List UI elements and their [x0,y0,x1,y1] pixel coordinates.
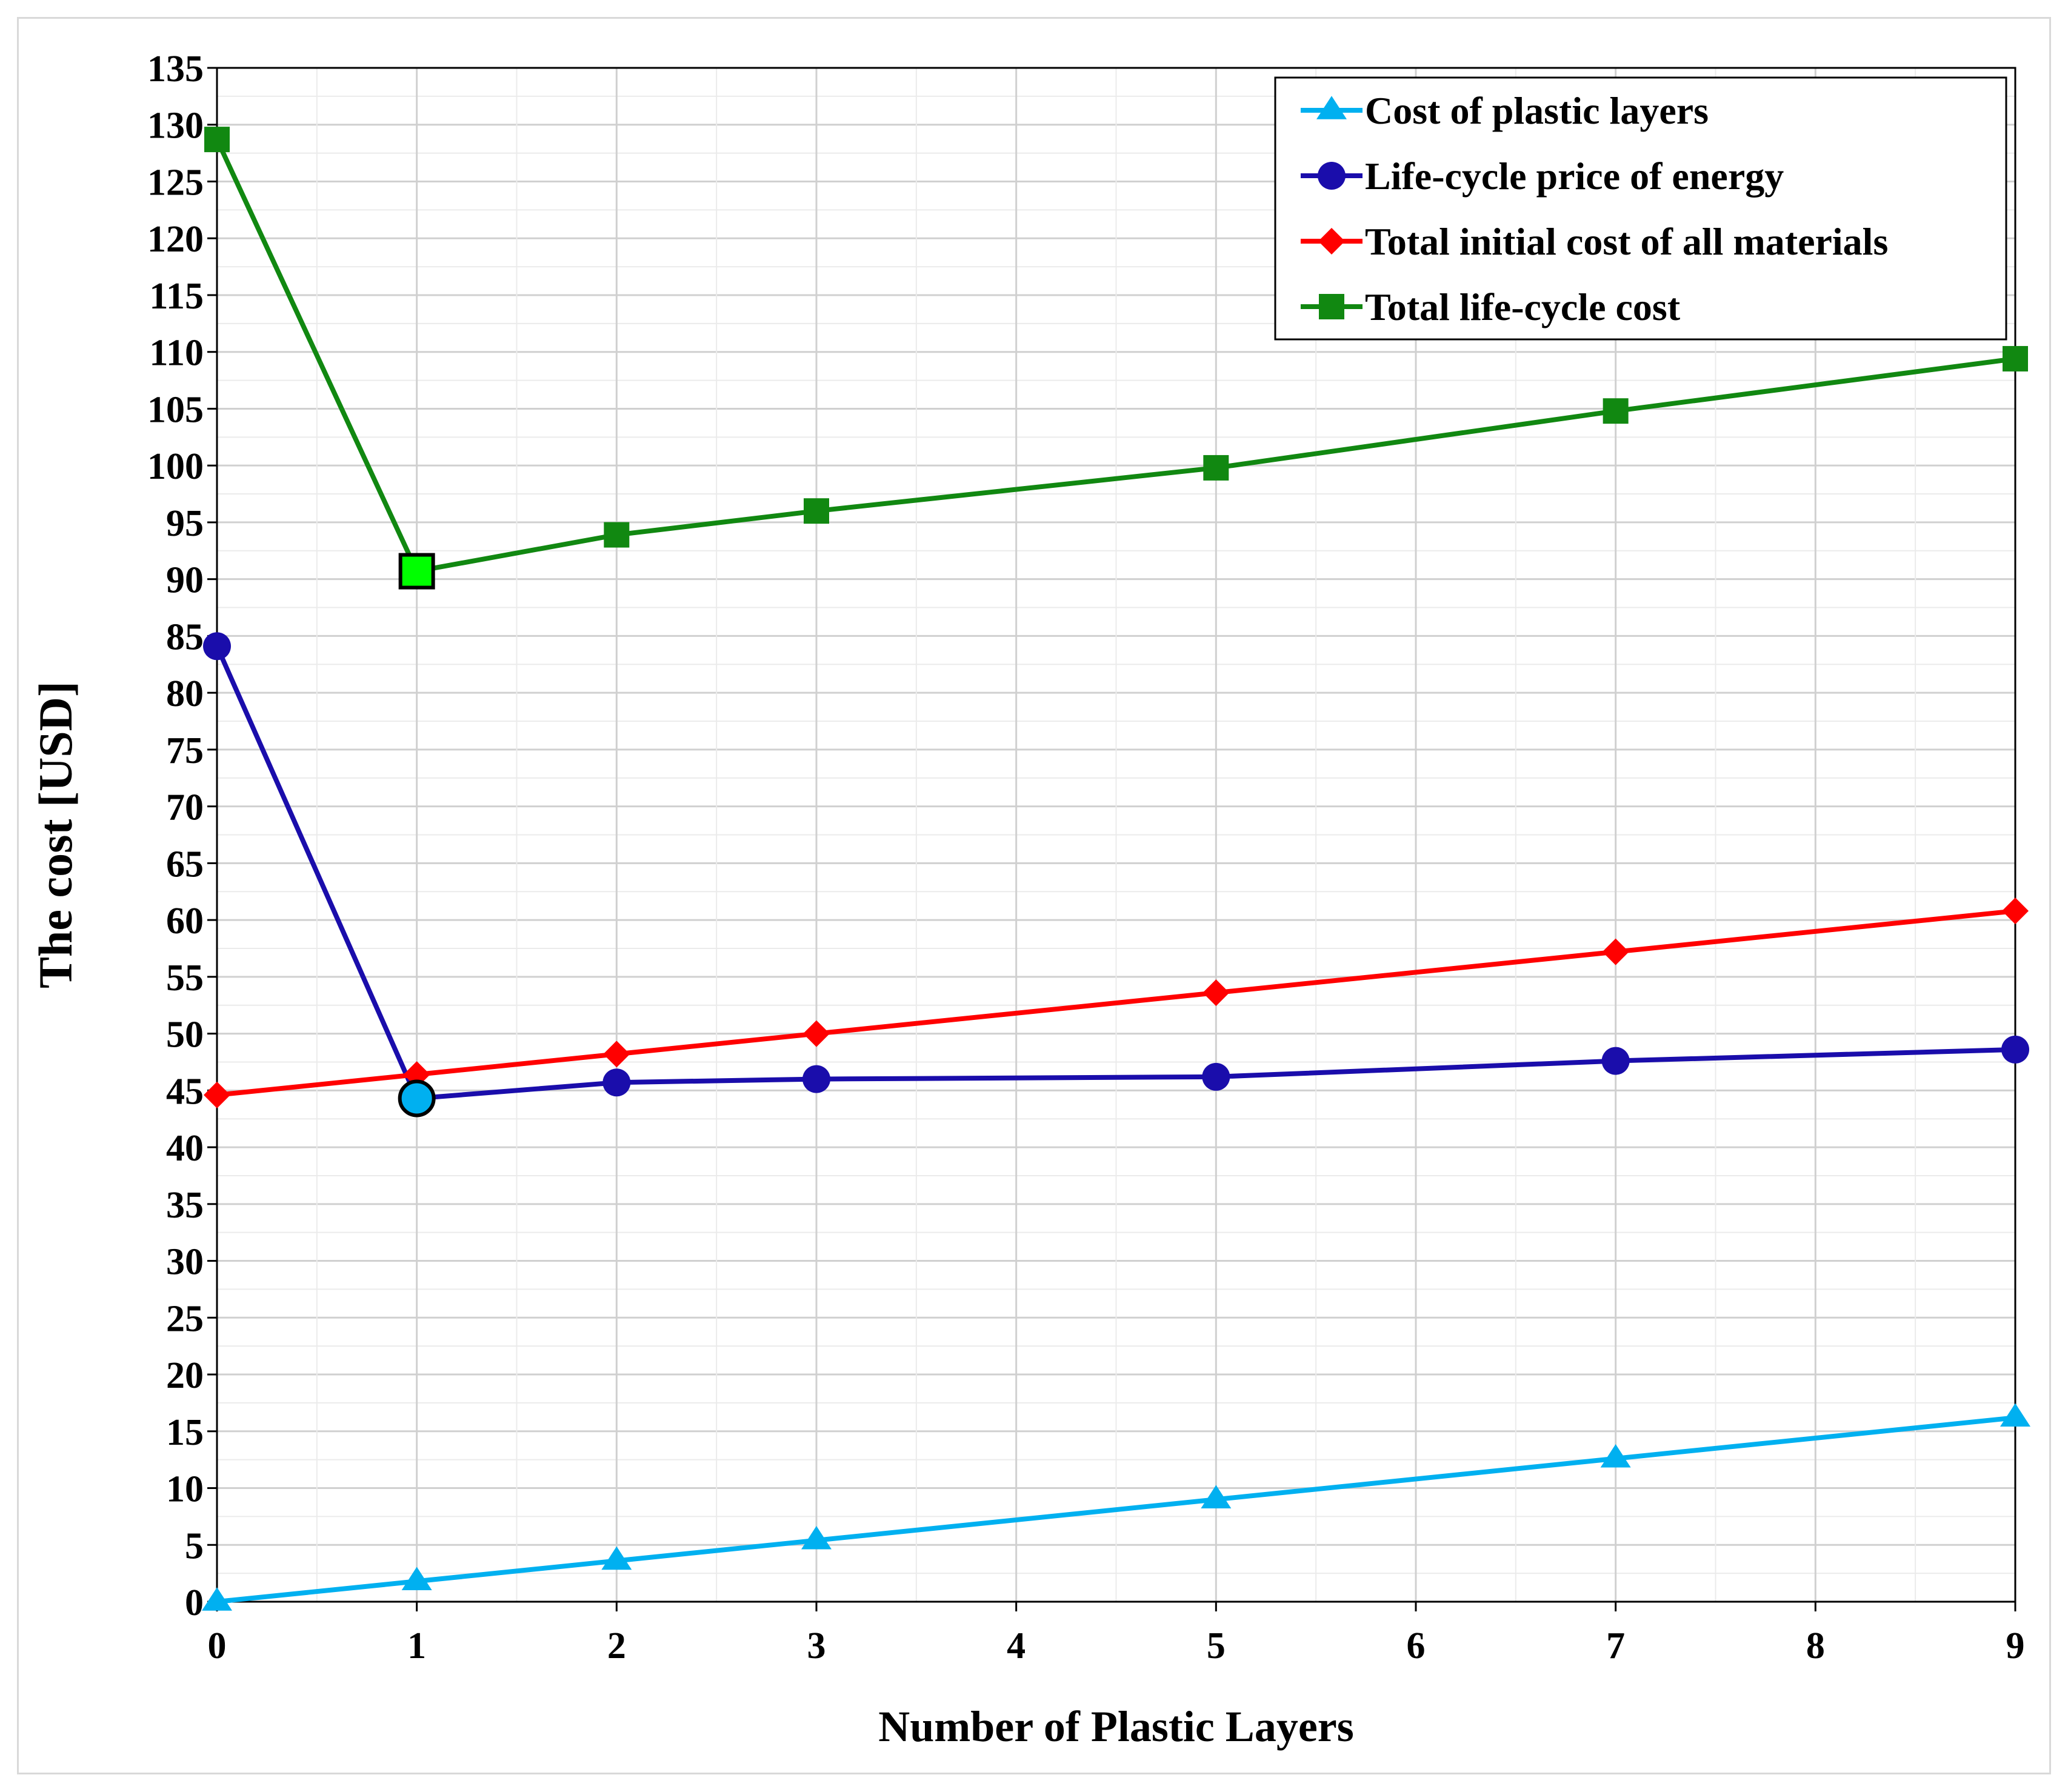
y-tick-label: 125 [147,162,204,203]
data-point [604,522,630,548]
y-tick-label: 110 [149,333,204,374]
data-point [202,1587,232,1611]
y-tick-label: 100 [147,446,204,487]
data-point [601,1546,632,1570]
highlight-point [398,553,435,590]
y-tick-label: 55 [166,958,204,999]
highlight-point [398,1079,436,1118]
data-point [2000,1403,2030,1427]
legend-marker [1318,228,1345,255]
y-axis-ticks: 0 5 10 15 20 25 30 35 40 45 50 55 60 65 70 75 80 85 90 95 10… [147,48,217,1624]
plot-area [216,67,2016,1603]
y-tick-label: 30 [166,1242,204,1283]
data-point [2002,898,2029,925]
data-point [204,1081,230,1108]
y-tick-label: 5 [185,1525,204,1567]
y-tick-label: 115 [149,276,204,317]
y-tick-label: 20 [166,1355,204,1396]
x-tick-label: 5 [1207,1625,1226,1667]
data-point [203,632,231,661]
series-cost-of-plastic-layers [202,1403,2030,1611]
y-tick-label: 0 [185,1582,204,1624]
legend-label: Cost of plastic layers [1365,89,1709,132]
x-tick-label: 7 [1606,1625,1625,1667]
legend-label: Life-cycle price of energy [1365,155,1784,198]
data-point [2001,1035,2029,1064]
legend-item: Total initial cost of all materials [1301,220,1888,263]
y-tick-label: 130 [147,105,204,147]
data-point [1600,1444,1631,1468]
x-tick-label: 6 [1407,1625,1426,1667]
x-tick-label: 2 [607,1625,626,1667]
y-tick-label: 35 [166,1185,204,1226]
x-tick-label: 3 [807,1625,826,1667]
data-point [1602,938,1629,965]
data-point [2003,345,2028,371]
y-axis-label: The cost [USD] [29,681,82,988]
x-axis-label: Number of Plastic Layers [878,1702,1354,1751]
y-tick-label: 15 [166,1412,204,1453]
data-point [602,1068,631,1097]
y-tick-label: 80 [166,673,204,714]
y-tick-label: 90 [166,560,204,601]
series-group [202,127,2030,1611]
x-tick-label: 8 [1806,1625,1825,1667]
data-point [1201,1485,1232,1508]
data-point [204,127,230,153]
y-tick-label: 85 [166,616,204,658]
y-tick-label: 75 [166,730,204,771]
grid-lines [217,68,2015,1602]
data-point [1601,1047,1630,1075]
y-tick-label: 50 [166,1014,204,1056]
data-point [401,1567,432,1590]
y-tick-label: 70 [166,787,204,828]
x-tick-label: 9 [2006,1625,2025,1667]
highlight-markers [398,553,436,1118]
legend-box [1274,76,2007,341]
y-tick-label: 40 [166,1128,204,1169]
legend: Cost of plastic layers Life-cycle price o… [1274,76,2007,341]
data-point [804,498,829,524]
data-point [802,1065,830,1093]
y-tick-label: 120 [147,219,204,260]
legend-label: Total life-cycle cost [1365,285,1681,328]
data-point [1202,1062,1230,1091]
legend-marker [1316,96,1347,119]
x-tick-label: 0 [208,1625,227,1667]
x-tick-label: 4 [1007,1625,1026,1667]
legend-item: Total life-cycle cost [1301,285,1681,328]
data-point [801,1526,832,1550]
x-tick-label: 1 [407,1625,426,1667]
legend-marker [1318,162,1346,190]
data-point [1603,398,1629,424]
data-point [803,1020,830,1047]
data-point [1203,455,1229,481]
legend-label: Total initial cost of all materials [1365,220,1888,263]
y-tick-label: 105 [147,389,204,430]
data-point [1202,979,1230,1007]
y-tick-label: 60 [166,901,204,942]
y-tick-label: 25 [166,1298,204,1339]
x-axis-ticks: 0 1 2 3 4 5 6 7 8 9 [208,1602,2025,1667]
y-tick-label: 95 [166,503,204,544]
y-tick-label: 10 [166,1469,204,1510]
legend-marker [1319,294,1344,319]
data-point [603,1041,630,1068]
y-tick-label: 65 [166,844,204,885]
legend-item: Cost of plastic layers [1301,89,1709,132]
y-tick-label: 45 [166,1071,204,1112]
y-tick-label: 135 [147,48,204,90]
legend-item: Life-cycle price of energy [1301,155,1784,198]
